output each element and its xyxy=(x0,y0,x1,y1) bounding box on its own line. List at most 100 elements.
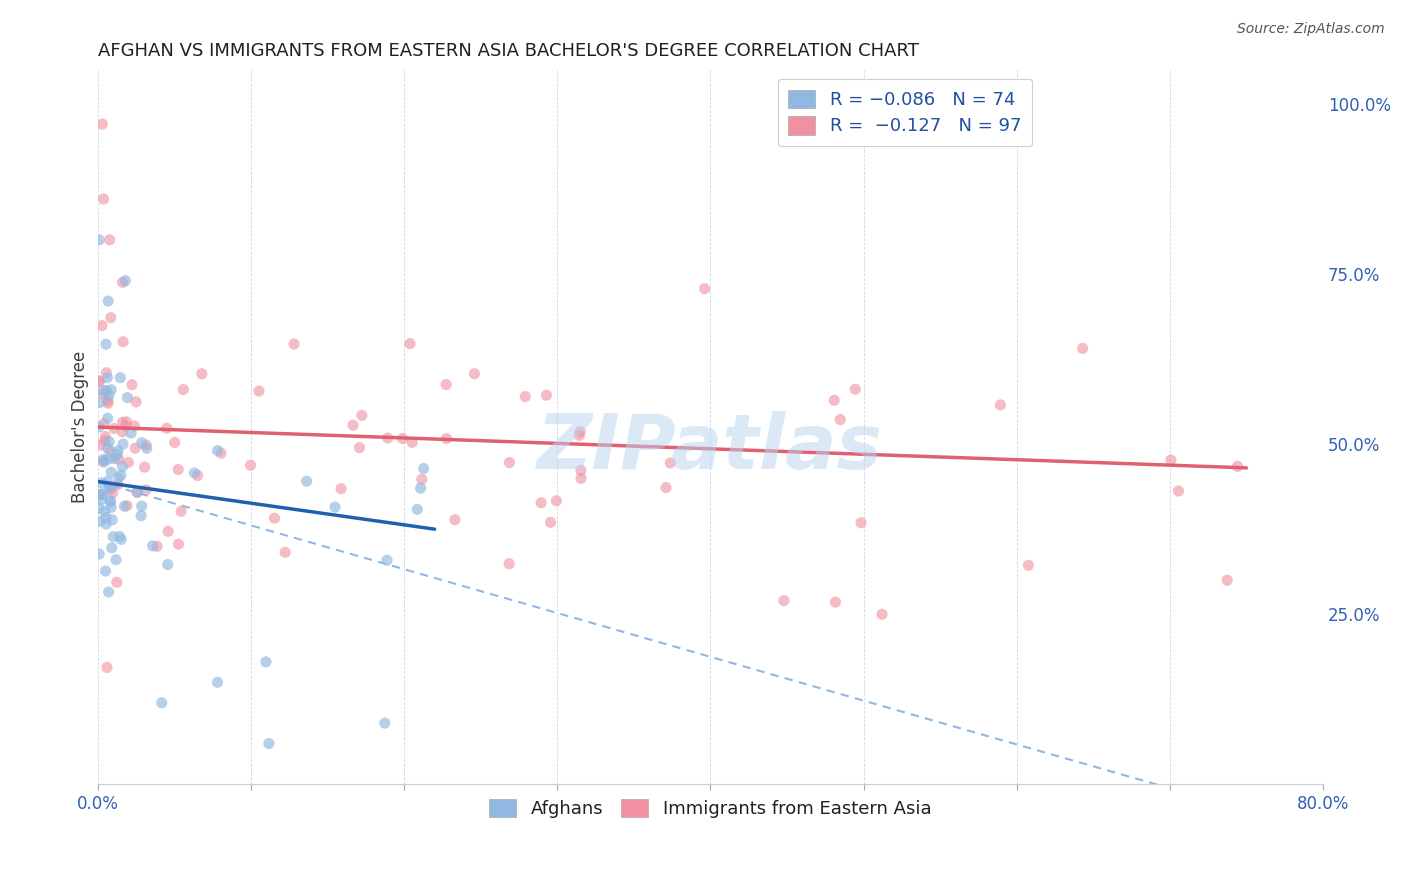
Point xyxy=(94,510,117,524)
Text: ZIPatlas: ZIPatlas xyxy=(537,411,883,485)
Point xyxy=(108,529,131,543)
Point xyxy=(100,310,122,325)
Point xyxy=(91,386,114,401)
Point xyxy=(146,539,169,553)
Point xyxy=(1071,342,1094,356)
Point xyxy=(110,370,132,384)
Point xyxy=(406,502,429,516)
Point xyxy=(114,419,136,434)
Point xyxy=(131,499,153,513)
Point xyxy=(111,415,134,429)
Point xyxy=(207,443,229,458)
Point xyxy=(91,117,114,131)
Point xyxy=(350,409,373,423)
Point xyxy=(274,545,297,559)
Point xyxy=(107,452,129,467)
Point xyxy=(117,455,139,469)
Point xyxy=(254,655,277,669)
Point xyxy=(103,421,125,435)
Point xyxy=(844,382,866,396)
Point xyxy=(101,485,124,500)
Point xyxy=(87,420,110,434)
Point xyxy=(773,593,796,607)
Point xyxy=(96,660,118,674)
Point xyxy=(100,465,122,479)
Point xyxy=(100,482,122,496)
Point xyxy=(125,395,148,409)
Point xyxy=(824,595,846,609)
Point xyxy=(569,471,592,485)
Point xyxy=(1160,453,1182,467)
Point xyxy=(97,393,120,408)
Point xyxy=(172,383,194,397)
Point xyxy=(91,487,114,501)
Point xyxy=(103,530,125,544)
Point xyxy=(135,442,157,456)
Point xyxy=(412,461,434,475)
Point xyxy=(93,192,115,206)
Point xyxy=(569,425,592,439)
Point xyxy=(115,415,138,429)
Point xyxy=(693,282,716,296)
Point xyxy=(124,441,146,455)
Point xyxy=(94,434,117,448)
Point xyxy=(170,504,193,518)
Point xyxy=(349,441,371,455)
Point xyxy=(283,337,305,351)
Point xyxy=(91,318,114,333)
Point xyxy=(111,459,134,474)
Point xyxy=(1216,573,1239,587)
Point xyxy=(163,435,186,450)
Point xyxy=(93,417,115,431)
Point xyxy=(409,481,432,495)
Point xyxy=(90,492,112,507)
Point xyxy=(127,484,149,499)
Point xyxy=(135,483,157,497)
Point xyxy=(156,421,179,435)
Point xyxy=(89,515,111,529)
Point xyxy=(134,460,156,475)
Text: AFGHAN VS IMMIGRANTS FROM EASTERN ASIA BACHELOR'S DEGREE CORRELATION CHART: AFGHAN VS IMMIGRANTS FROM EASTERN ASIA B… xyxy=(97,42,918,60)
Point xyxy=(91,487,114,501)
Point xyxy=(375,553,398,567)
Point xyxy=(131,435,153,450)
Point xyxy=(498,557,520,571)
Point xyxy=(90,475,112,490)
Point xyxy=(401,435,423,450)
Point xyxy=(129,508,152,523)
Point xyxy=(377,431,399,445)
Point xyxy=(112,437,135,451)
Point xyxy=(568,428,591,442)
Point xyxy=(101,513,124,527)
Point xyxy=(103,451,125,466)
Point xyxy=(830,412,852,426)
Point xyxy=(96,370,118,384)
Point xyxy=(239,458,262,473)
Point xyxy=(101,541,124,555)
Point xyxy=(110,533,132,547)
Point xyxy=(94,337,117,351)
Point xyxy=(115,499,138,513)
Point xyxy=(263,511,285,525)
Point xyxy=(655,481,678,495)
Point xyxy=(1167,483,1189,498)
Point xyxy=(849,516,872,530)
Point xyxy=(91,384,114,398)
Point xyxy=(546,493,568,508)
Point xyxy=(94,516,117,531)
Point xyxy=(142,539,165,553)
Point xyxy=(323,500,346,514)
Point xyxy=(91,454,114,468)
Point xyxy=(114,274,136,288)
Point xyxy=(110,468,132,483)
Point xyxy=(117,391,139,405)
Point xyxy=(463,367,485,381)
Point xyxy=(515,390,537,404)
Point xyxy=(87,233,110,247)
Point xyxy=(97,442,120,456)
Point xyxy=(569,463,592,477)
Point xyxy=(191,367,214,381)
Point xyxy=(257,737,280,751)
Point xyxy=(89,395,111,409)
Point xyxy=(98,434,121,449)
